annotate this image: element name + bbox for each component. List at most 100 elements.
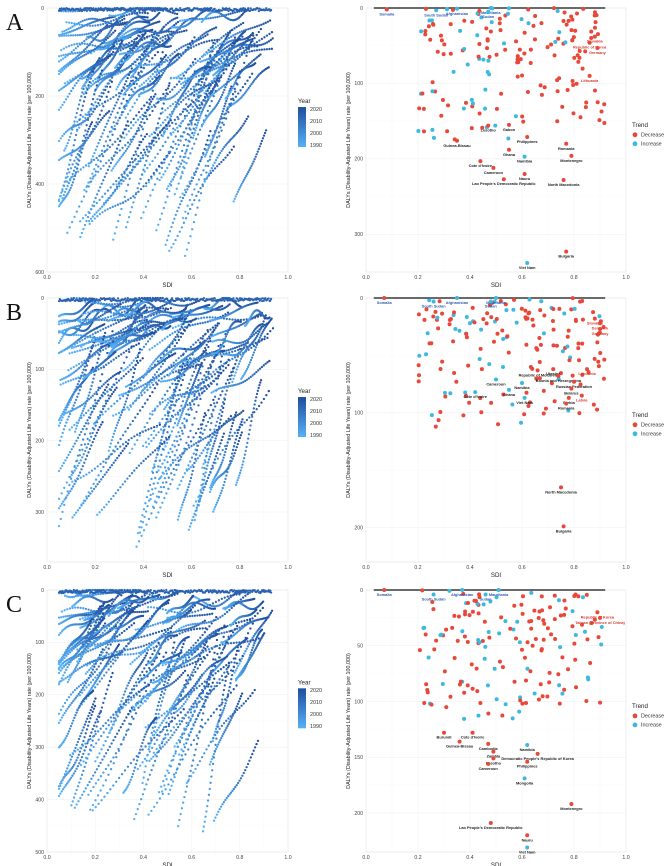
- trajectory-point: [227, 64, 231, 67]
- trajectory-point: [142, 47, 146, 50]
- trajectory-point: [110, 14, 113, 17]
- trajectory-point: [117, 16, 121, 20]
- trajectory-point: [181, 196, 185, 200]
- trajectory-point: [248, 35, 251, 39]
- trajectory-point: [66, 141, 69, 145]
- trajectory-point: [239, 96, 243, 100]
- trajectory-point: [197, 74, 201, 77]
- trajectory-point: [184, 152, 187, 155]
- trajectory-point: [108, 145, 112, 149]
- trajectory-point: [224, 33, 228, 36]
- trajectory-point: [180, 199, 183, 203]
- trajectory-point: [217, 154, 220, 157]
- trajectory-point: [189, 378, 193, 381]
- trajectory-point: [97, 142, 100, 145]
- trajectory-point: [226, 154, 229, 157]
- trajectory-point: [211, 436, 214, 439]
- trajectory-point: [108, 35, 111, 38]
- trajectory-point: [140, 140, 143, 144]
- trajectory-point: [218, 135, 221, 138]
- trajectory-point: [145, 308, 149, 312]
- trajectory-point: [85, 473, 88, 476]
- trajectory-point: [154, 31, 157, 34]
- trajectory-point: [224, 112, 228, 115]
- trajectory-point: [128, 143, 132, 146]
- trajectory-point: [71, 163, 74, 166]
- trajectory-point: [210, 139, 214, 142]
- trajectory-point: [228, 151, 231, 154]
- trajectory-point: [95, 84, 98, 87]
- trajectory-point: [160, 212, 164, 215]
- trajectory-point: [182, 21, 185, 24]
- trajectory-point: [66, 418, 69, 421]
- decrease-point: [569, 28, 574, 33]
- trajectory-point: [199, 84, 203, 87]
- trajectory-point: [108, 25, 111, 28]
- trajectory-point: [176, 130, 180, 133]
- trajectory-point: [147, 77, 150, 80]
- trajectory-point: [250, 72, 254, 75]
- trajectory-point: [117, 182, 121, 185]
- trajectory-point: [106, 24, 109, 27]
- trajectory-point: [148, 113, 151, 117]
- increase-point: [465, 62, 470, 67]
- trajectory-point: [63, 180, 66, 183]
- trajectory-point: [240, 13, 243, 17]
- trajectory-point: [243, 61, 246, 65]
- trajectory-point: [105, 172, 108, 175]
- trajectory-point: [109, 139, 112, 142]
- trajectory-point: [108, 116, 111, 119]
- x-tick-label: 1.0: [284, 565, 291, 571]
- trajectory-point: [205, 177, 208, 181]
- trajectory-point: [154, 105, 157, 108]
- x-tick-label: 0.2: [92, 565, 99, 571]
- trajectory-point: [173, 151, 177, 155]
- trajectory-point: [70, 176, 73, 179]
- trajectory-point: [121, 153, 125, 156]
- trajectory-point: [65, 481, 68, 484]
- trajectory-point: [247, 27, 250, 31]
- trajectory-point: [136, 433, 139, 436]
- trajectory-point: [101, 132, 104, 135]
- trajectory-point: [211, 68, 214, 72]
- trajectory-point: [57, 341, 61, 345]
- trajectory-point: [188, 67, 191, 70]
- trajectory-point: [198, 57, 202, 60]
- trajectory-point: [148, 21, 151, 24]
- trajectory-point: [159, 130, 162, 133]
- trajectory-point: [197, 162, 201, 166]
- trajectory-point: [238, 31, 241, 34]
- trajectory-point: [190, 116, 194, 119]
- trajectory-point: [80, 87, 84, 90]
- trajectory-point: [63, 486, 66, 490]
- trajectory-point: [178, 98, 181, 101]
- decrease-point: [599, 109, 604, 114]
- trajectory-point: [59, 68, 62, 71]
- trajectory-point: [99, 410, 102, 413]
- increase-point: [489, 20, 494, 25]
- trajectory-point: [92, 158, 96, 161]
- trajectory-point: [144, 324, 147, 327]
- trajectory-point: [136, 187, 139, 190]
- trajectory-point: [175, 49, 179, 52]
- trajectory-point: [117, 92, 121, 95]
- trajectory-point: [204, 143, 208, 146]
- trajectory-point: [155, 71, 158, 74]
- trajectory-point: [178, 77, 181, 80]
- trajectory-point: [68, 428, 71, 431]
- trajectory-point: [141, 11, 144, 14]
- trajectory-point: [183, 166, 186, 170]
- trajectory-point: [164, 94, 167, 98]
- decrease-point: [522, 30, 527, 35]
- trajectory-point: [159, 124, 162, 127]
- trajectory-point: [257, 404, 261, 408]
- trajectory-point: [188, 42, 192, 46]
- trajectory-point: [265, 41, 269, 44]
- trajectory-point: [128, 41, 131, 45]
- trajectory-point: [211, 87, 215, 90]
- trajectory-point: [136, 361, 140, 365]
- trajectory-point: [206, 52, 209, 55]
- decrease-point: [430, 21, 435, 26]
- y-tick-label: 200: [35, 94, 44, 100]
